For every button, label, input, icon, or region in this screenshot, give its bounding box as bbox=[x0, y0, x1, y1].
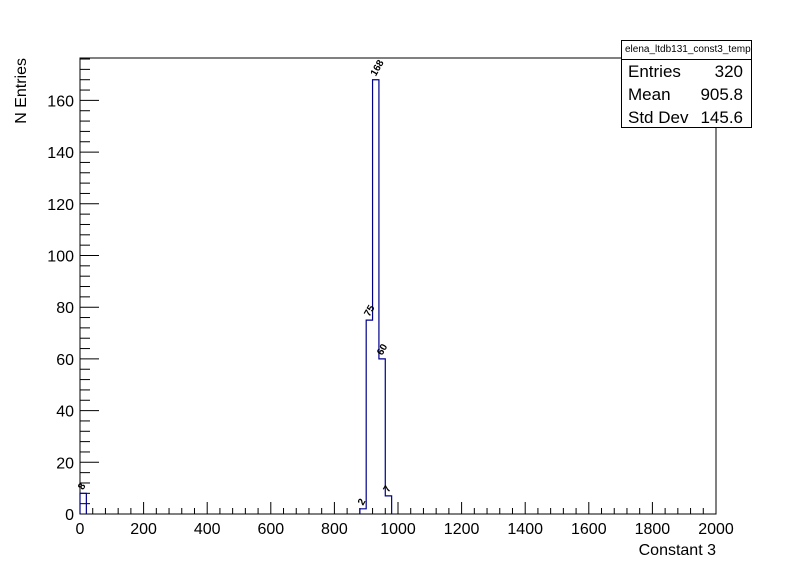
stats-label: Std Dev bbox=[628, 108, 689, 127]
x-tick-label: 1400 bbox=[507, 521, 543, 538]
x-tick-label: 800 bbox=[321, 521, 348, 538]
stats-title: elena_ltdb131_const3_temp bbox=[622, 41, 751, 60]
stats-box: elena_ltdb131_const3_temp Entries 320 Mea… bbox=[621, 40, 752, 128]
stats-label: Mean bbox=[628, 85, 671, 104]
y-tick-label: 60 bbox=[56, 352, 74, 369]
y-tick-label: 0 bbox=[65, 507, 74, 524]
y-tick-label: 80 bbox=[56, 300, 74, 317]
stats-value: 320 bbox=[714, 62, 743, 81]
y-tick-label: 100 bbox=[47, 248, 74, 265]
y-axis-label: N Entries bbox=[13, 58, 30, 124]
y-tick-label: 120 bbox=[47, 197, 74, 214]
stats-row-mean: Mean 905.8 bbox=[622, 83, 751, 106]
x-tick-label: 1000 bbox=[380, 521, 416, 538]
x-tick-label: 1800 bbox=[635, 521, 671, 538]
stats-row-entries: Entries 320 bbox=[622, 60, 751, 83]
x-tick-label: 200 bbox=[130, 521, 157, 538]
stats-label: Entries bbox=[628, 62, 681, 81]
x-tick-label: 1200 bbox=[444, 521, 480, 538]
bin-value-label: 60 bbox=[375, 342, 390, 358]
x-axis-label: Constant 3 bbox=[639, 542, 716, 559]
bin-value-label: 7 bbox=[382, 484, 395, 495]
y-tick-label: 20 bbox=[56, 455, 74, 472]
x-tick-label: 0 bbox=[76, 521, 85, 538]
x-tick-label: 600 bbox=[257, 521, 284, 538]
stats-row-stddev: Std Dev 145.6 bbox=[622, 106, 751, 129]
stats-value: 905.8 bbox=[700, 85, 743, 104]
y-tick-label: 140 bbox=[47, 145, 74, 162]
y-tick-label: 160 bbox=[47, 93, 74, 110]
x-tick-label: 400 bbox=[194, 521, 221, 538]
bin-value-label: 168 bbox=[369, 58, 387, 78]
y-tick-label: 40 bbox=[56, 404, 74, 421]
bin-value-label: 8 bbox=[76, 481, 89, 492]
x-tick-label: 1600 bbox=[571, 521, 607, 538]
bin-value-label: 2 bbox=[356, 497, 369, 508]
bin-value-label: 75 bbox=[362, 303, 377, 319]
x-tick-label: 2000 bbox=[698, 521, 734, 538]
histogram-line bbox=[79, 79, 393, 514]
stats-value: 145.6 bbox=[700, 108, 743, 127]
